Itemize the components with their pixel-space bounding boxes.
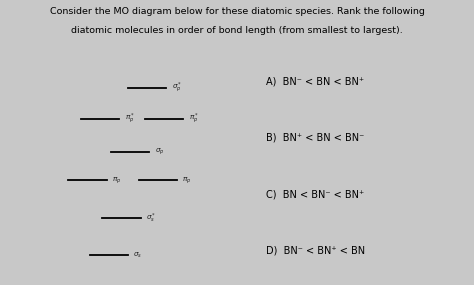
Text: C)  BN < BN⁻ < BN⁺: C) BN < BN⁻ < BN⁺: [266, 189, 365, 199]
Text: $\pi_p^*$: $\pi_p^*$: [125, 111, 135, 126]
Text: $\sigma_s^*$: $\sigma_s^*$: [146, 211, 156, 225]
Text: $\pi_p$: $\pi_p$: [182, 175, 191, 186]
Text: $\sigma_p^*$: $\sigma_p^*$: [172, 80, 182, 95]
Text: D)  BN⁻ < BN⁺ < BN: D) BN⁻ < BN⁺ < BN: [266, 245, 365, 255]
Text: $\sigma_s$: $\sigma_s$: [133, 251, 142, 260]
Text: $\sigma_p$: $\sigma_p$: [155, 146, 164, 157]
Text: $\pi_p^*$: $\pi_p^*$: [189, 111, 199, 126]
Text: $\pi_p$: $\pi_p$: [112, 175, 121, 186]
Text: A)  BN⁻ < BN < BN⁺: A) BN⁻ < BN < BN⁺: [266, 77, 364, 87]
Text: diatomic molecules in order of bond length (from smallest to largest).: diatomic molecules in order of bond leng…: [71, 26, 403, 35]
Text: Consider the MO diagram below for these diatomic species. Rank the following: Consider the MO diagram below for these …: [50, 7, 424, 16]
Text: B)  BN⁺ < BN < BN⁻: B) BN⁺ < BN < BN⁻: [266, 133, 365, 143]
